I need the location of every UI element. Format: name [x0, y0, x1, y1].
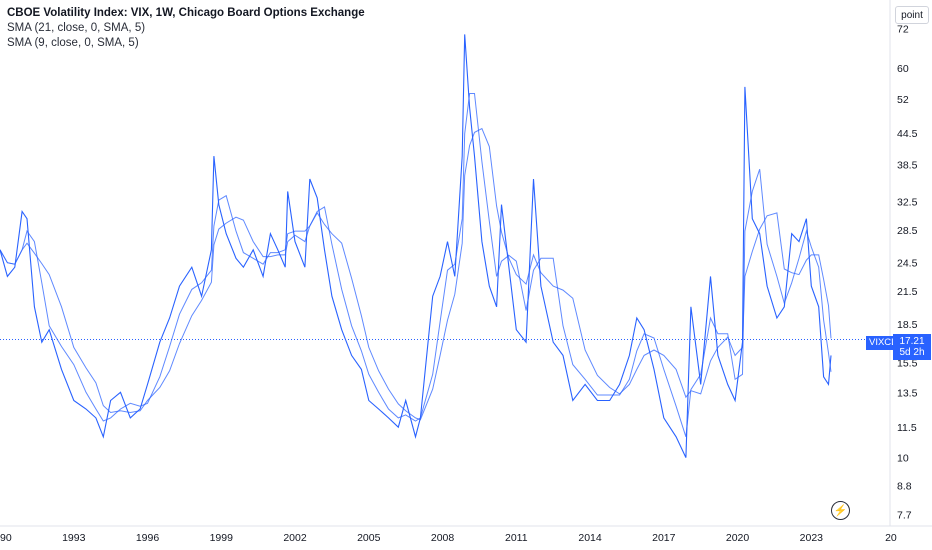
x-tick-label: 2005	[357, 532, 381, 544]
y-tick-label: 28.5	[897, 225, 918, 237]
series-layer	[0, 34, 832, 458]
x-tick-label: 2014	[578, 532, 602, 544]
x-tick-label: 1990	[0, 532, 12, 544]
y-tick-label: 44.5	[897, 128, 918, 140]
y-tick-label: 32.5	[897, 196, 918, 208]
legend-sma-21[interactable]: SMA (21, close, 0, SMA, 5)	[7, 22, 146, 34]
y-tick-label: 60	[897, 63, 909, 75]
price-axis: 72 60 52 44.5 38.5 32.5 28.5 24.5 21.5 18.5 15.5 13…	[897, 23, 918, 521]
x-tick-label: 1996	[136, 532, 160, 544]
x-tick-label: 2023	[800, 532, 824, 544]
legend-title: CBOE Volatility Index: VIX, 1W, Chicago …	[7, 7, 365, 19]
last-price-box: 17.21 5d 2h	[893, 334, 931, 360]
lightning-icon[interactable]: ⚡	[831, 501, 850, 520]
x-tick-label: 1993	[62, 532, 86, 544]
y-tick-label: 38.5	[897, 159, 918, 171]
x-tick-label: 2002	[283, 532, 307, 544]
x-tick-label: 1999	[210, 532, 234, 544]
y-tick-label: 24.5	[897, 258, 918, 270]
x-tick-label: 2017	[652, 532, 676, 544]
scale-mode-button[interactable]: point	[895, 6, 929, 24]
y-tick-label: 10	[897, 453, 909, 465]
y-tick-label: 13.5	[897, 387, 918, 399]
x-tick-label: 2020	[726, 532, 750, 544]
sma-9-line	[0, 93, 832, 437]
series-line-vixcls	[0, 34, 832, 458]
y-tick-label: 7.7	[897, 509, 912, 521]
y-tick-label: 8.8	[897, 480, 912, 492]
x-tick-label: 2011	[505, 532, 528, 544]
y-tick-label: 15.5	[897, 357, 918, 369]
y-tick-label: 18.5	[897, 319, 918, 331]
x-tick-label: 2008	[431, 532, 455, 544]
y-tick-label: 11.5	[897, 422, 917, 434]
y-tick-label: 52	[897, 94, 909, 106]
chart-legend: CBOE Volatility Index: VIX, 1W, Chicago …	[7, 6, 365, 51]
sma-21-line	[0, 127, 832, 421]
y-tick-label: 21.5	[897, 286, 918, 298]
y-tick-label: 72	[897, 23, 909, 35]
time-axis: 1990 1993 1996 1999 2002 2005 2008 2011 2014 2017…	[0, 532, 897, 544]
legend-sma-9[interactable]: SMA (9, close, 0, SMA, 5)	[7, 37, 139, 49]
bar-countdown: 5d 2h	[899, 347, 925, 358]
x-tick-label: 20	[885, 532, 897, 544]
last-price-value: 17.21	[899, 336, 925, 347]
